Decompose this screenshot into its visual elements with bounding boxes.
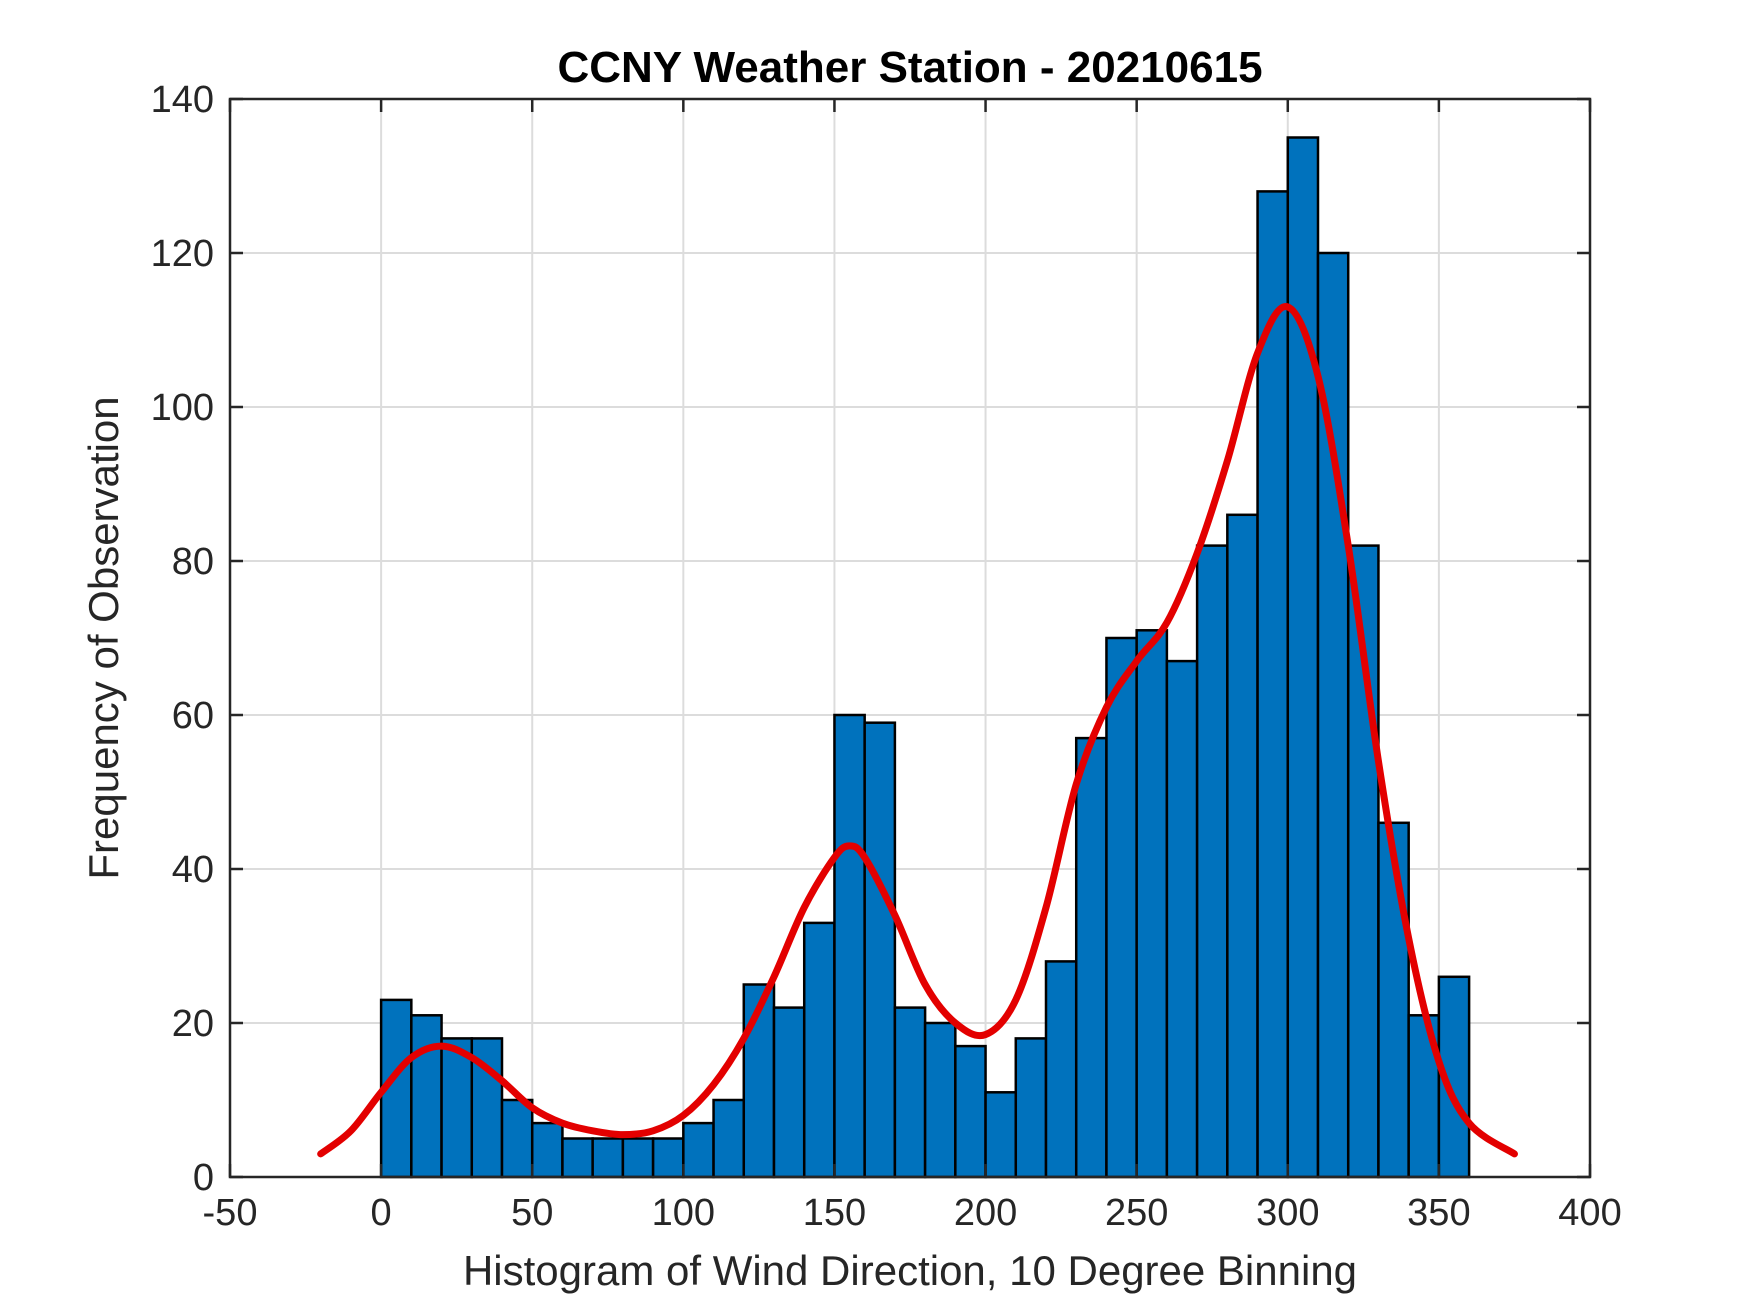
histogram-bar — [470, 1037, 504, 1179]
x-tick-label: 350 — [1407, 1192, 1470, 1234]
y-tick-label: 40 — [172, 849, 214, 891]
histogram-bar — [682, 1121, 715, 1179]
histogram-bar — [621, 1137, 655, 1179]
x-tick-label: 250 — [1105, 1192, 1168, 1234]
histogram-bar — [1286, 136, 1320, 1179]
histogram-bar — [591, 1137, 625, 1179]
x-tick-label: 300 — [1256, 1192, 1319, 1234]
y-tick-label: 140 — [151, 79, 214, 121]
histogram-bar — [1256, 190, 1290, 1179]
y-tick-label: 100 — [151, 387, 214, 429]
histogram-bar — [1074, 736, 1108, 1179]
x-tick-label: 0 — [371, 1192, 392, 1234]
histogram-bar — [500, 1098, 534, 1179]
x-tick-label: 150 — [803, 1192, 866, 1234]
histogram-bar — [1165, 659, 1199, 1179]
chart-title: CCNY Weather Station - 20210615 — [557, 43, 1262, 92]
y-tick-label: 0 — [193, 1157, 214, 1199]
histogram-bar — [1014, 1037, 1048, 1179]
histogram-bar — [410, 1014, 443, 1179]
x-axis-label: Histogram of Wind Direction, 10 Degree B… — [463, 1247, 1357, 1294]
histogram-bar — [802, 921, 836, 1179]
histogram-bar — [1226, 513, 1259, 1179]
histogram-bar — [1377, 821, 1410, 1179]
histogram-bar — [893, 1006, 927, 1179]
x-tick-label: 50 — [511, 1192, 553, 1234]
histogram-bar — [954, 1044, 987, 1179]
x-tick-label: 100 — [652, 1192, 715, 1234]
tick-label-layer: -50 0 50 100 150 200 250 300 350 4000204060801001… — [151, 79, 1622, 1234]
y-tick-label: 80 — [172, 541, 214, 583]
plot-area-frame — [228, 97, 1592, 1179]
histogram-bar — [561, 1137, 594, 1179]
histogram-bar — [440, 1037, 474, 1179]
histogram-bar — [1437, 975, 1471, 1179]
y-tick-label: 120 — [151, 233, 214, 275]
histogram-bar — [863, 721, 897, 1179]
bar-layer — [379, 136, 1471, 1179]
histogram-bar — [530, 1121, 564, 1179]
tick-layer — [228, 97, 1592, 1179]
histogram-bar — [833, 713, 866, 1179]
y-tick-label: 20 — [172, 1003, 214, 1045]
histogram-bar — [712, 1098, 746, 1179]
fit-curve — [317, 303, 1518, 1158]
histogram-bar — [923, 1021, 957, 1179]
histogram-bar — [984, 1091, 1018, 1179]
histogram-bar — [651, 1137, 685, 1179]
y-tick-label: 60 — [172, 695, 214, 737]
curve-layer — [317, 303, 1518, 1158]
histogram-bar — [1195, 544, 1229, 1179]
histogram-bar — [1135, 629, 1169, 1179]
x-tick-label: -50 — [203, 1192, 258, 1234]
x-tick-label: 200 — [954, 1192, 1017, 1234]
y-axis-label: Frequency of Observation — [80, 396, 127, 879]
histogram-bar — [772, 1006, 806, 1179]
x-tick-label: 400 — [1558, 1192, 1621, 1234]
histogram-bar — [1044, 960, 1078, 1179]
histogram-bar — [1105, 636, 1138, 1179]
